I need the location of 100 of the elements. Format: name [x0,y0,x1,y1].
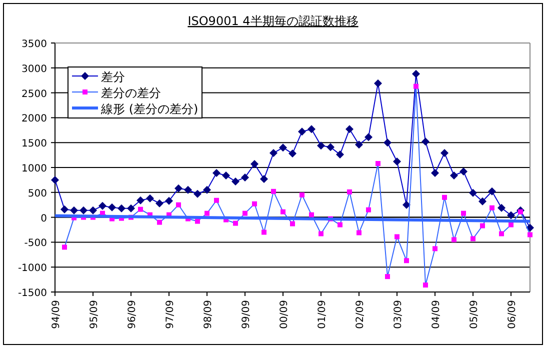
point [262,230,266,235]
point [60,205,68,214]
point [376,161,380,166]
point [308,125,316,134]
point [346,125,354,134]
point [280,209,286,214]
point [460,167,468,176]
y-tick-label: -500 [24,238,47,250]
point [146,194,154,202]
point [394,234,400,240]
point [203,186,211,194]
point [309,212,314,218]
point [402,200,410,209]
point [384,138,392,147]
point [490,205,494,210]
y-tick-label: 2500 [22,88,47,100]
x-tick-label: 95/09 [89,300,100,329]
y-tick-label: 2000 [22,114,47,125]
point [127,204,135,212]
point [222,171,230,180]
point [232,177,240,186]
point [422,138,430,146]
y-tick-label: -1500 [18,288,47,299]
point [195,218,200,224]
y-tick-label: 500 [28,188,47,200]
point [440,149,448,158]
x-tick-label: 99/09 [241,300,252,329]
point [338,222,342,228]
point [108,203,116,212]
point [442,194,447,200]
point [298,128,306,136]
point [250,160,258,168]
y-tick-label: 3500 [22,39,47,50]
x-tick-label: 94/09 [51,300,62,329]
point [366,207,371,212]
point [118,204,126,212]
x-tick-label: 05/09 [469,300,480,329]
point [507,211,515,220]
point [326,143,334,152]
point [480,223,485,228]
point [318,231,324,236]
point [508,222,514,228]
legend-label: 線形 (差分の差分) [100,102,198,116]
point [290,221,295,226]
point [233,220,238,226]
point [260,174,268,183]
point [242,210,248,216]
point [270,149,278,158]
x-tick-label: 98/09 [203,300,214,329]
point [461,210,466,216]
y-tick-label: 0 [40,213,47,224]
x-tick-label: 97/09 [165,300,176,329]
chart-title: ISO9001 4半期毎の認証数推移 [188,14,358,28]
x-tick-label: 03/09 [393,300,404,329]
point [356,230,362,236]
point [165,196,173,205]
point [214,198,219,203]
point [252,201,257,206]
point [404,258,409,264]
point [374,79,382,88]
point [184,186,192,194]
point [80,206,88,214]
x-tick-label: 06/09 [507,300,518,329]
point [271,188,276,194]
point [204,210,210,216]
point [300,192,304,198]
point [288,150,296,158]
point [364,133,372,142]
legend-label: 差分の差分 [101,86,161,100]
x-tick-label: 04/09 [431,300,442,329]
y-tick-label: -1000 [18,263,47,274]
point [518,209,523,214]
point [469,188,477,197]
point [89,206,97,214]
point [51,176,59,184]
point [317,142,325,150]
y-tick-label: 1000 [22,164,47,174]
point [279,144,287,152]
point [156,199,164,208]
point [138,206,143,212]
y-tick-label: 1500 [22,138,47,150]
point [136,196,144,204]
point [174,184,182,192]
point [488,187,496,196]
point [432,246,438,252]
point [212,168,220,177]
point [347,189,352,194]
point [412,70,420,78]
y-tick-label: 3000 [22,64,47,75]
point [478,197,486,206]
x-tick-label: 00/09 [279,300,290,329]
x-tick-label: 96/09 [127,300,138,329]
point [498,204,506,212]
point [528,232,532,238]
point [499,231,504,236]
point [470,236,476,242]
x-tick-label: 02/09 [355,300,366,329]
point [241,173,249,182]
point [423,282,428,288]
point [157,220,162,225]
